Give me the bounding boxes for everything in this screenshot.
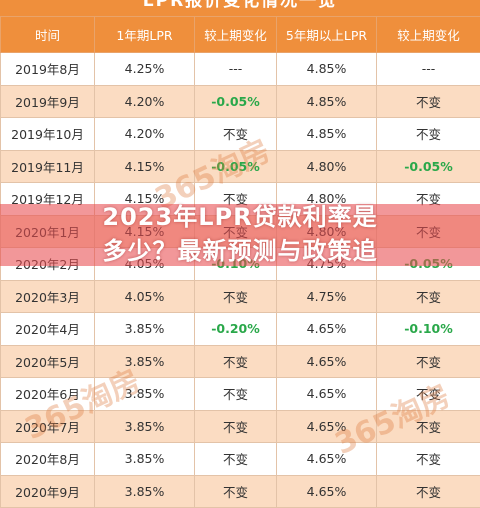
- cell-1y-lpr: 4.20%: [95, 85, 195, 118]
- cell-5y-lpr: 4.85%: [277, 118, 377, 151]
- cell-5y-lpr: 4.85%: [277, 85, 377, 118]
- cell-1y-change: ---: [195, 53, 277, 86]
- cell-5y-lpr: 4.65%: [277, 378, 377, 411]
- header-1y-lpr: 1年期LPR: [95, 17, 195, 53]
- header-row: 时间 1年期LPR 较上期变化 5年期以上LPR 较上期变化: [1, 17, 480, 53]
- cell-5y-change: 不变: [377, 85, 480, 118]
- cell-1y-lpr: 4.20%: [95, 118, 195, 151]
- cell-1y-lpr: 4.05%: [95, 280, 195, 313]
- header-month: 时间: [1, 17, 95, 53]
- cell-5y-change: 不变: [377, 443, 480, 476]
- cell-1y-lpr: 3.85%: [95, 443, 195, 476]
- cell-1y-change: 不变: [195, 280, 277, 313]
- cell-month: 2020年4月: [1, 313, 95, 346]
- headline-line-2: 多少？最新预测与政策追: [0, 234, 480, 268]
- cell-1y-change: -0.05%: [195, 85, 277, 118]
- cell-5y-change: 不变: [377, 280, 480, 313]
- cell-1y-lpr: 3.85%: [95, 410, 195, 443]
- cell-5y-lpr: 4.65%: [277, 313, 377, 346]
- header-1y-change: 较上期变化: [195, 17, 277, 53]
- cell-1y-lpr: 3.85%: [95, 313, 195, 346]
- cell-5y-lpr: 4.80%: [277, 150, 377, 183]
- cell-1y-change: 不变: [195, 378, 277, 411]
- cell-month: 2020年5月: [1, 345, 95, 378]
- headline-line-1: 2023年LPR贷款利率是: [0, 200, 480, 234]
- cell-month: 2019年8月: [1, 53, 95, 86]
- cell-1y-change: -0.20%: [195, 313, 277, 346]
- cell-5y-change: 不变: [377, 118, 480, 151]
- cell-5y-lpr: 4.75%: [277, 280, 377, 313]
- cell-1y-change: 不变: [195, 443, 277, 476]
- cell-5y-lpr: 4.65%: [277, 345, 377, 378]
- cell-1y-change: 不变: [195, 345, 277, 378]
- cell-month: 2019年11月: [1, 150, 95, 183]
- cell-5y-change: -0.05%: [377, 150, 480, 183]
- lpr-table-image: LPR报价变化情况一览 时间 1年期LPR 较上期变化 5年期以上LPR 较上期…: [0, 0, 480, 480]
- cell-5y-change: 不变: [377, 345, 480, 378]
- cell-5y-lpr: 4.85%: [277, 53, 377, 86]
- table-title: LPR报价变化情况一览: [0, 0, 480, 16]
- headline-text[interactable]: 2023年LPR贷款利率是 多少？最新预测与政策追: [0, 200, 480, 268]
- cell-1y-change: 不变: [195, 410, 277, 443]
- cell-5y-change: ---: [377, 53, 480, 86]
- cell-month: 2020年8月: [1, 443, 95, 476]
- cell-month: 2020年3月: [1, 280, 95, 313]
- cell-5y-change: -0.10%: [377, 313, 480, 346]
- cell-month: 2019年9月: [1, 85, 95, 118]
- cell-1y-lpr: 4.25%: [95, 53, 195, 86]
- cell-month: 2019年10月: [1, 118, 95, 151]
- header-5y-lpr: 5年期以上LPR: [277, 17, 377, 53]
- header-5y-change: 较上期变化: [377, 17, 480, 53]
